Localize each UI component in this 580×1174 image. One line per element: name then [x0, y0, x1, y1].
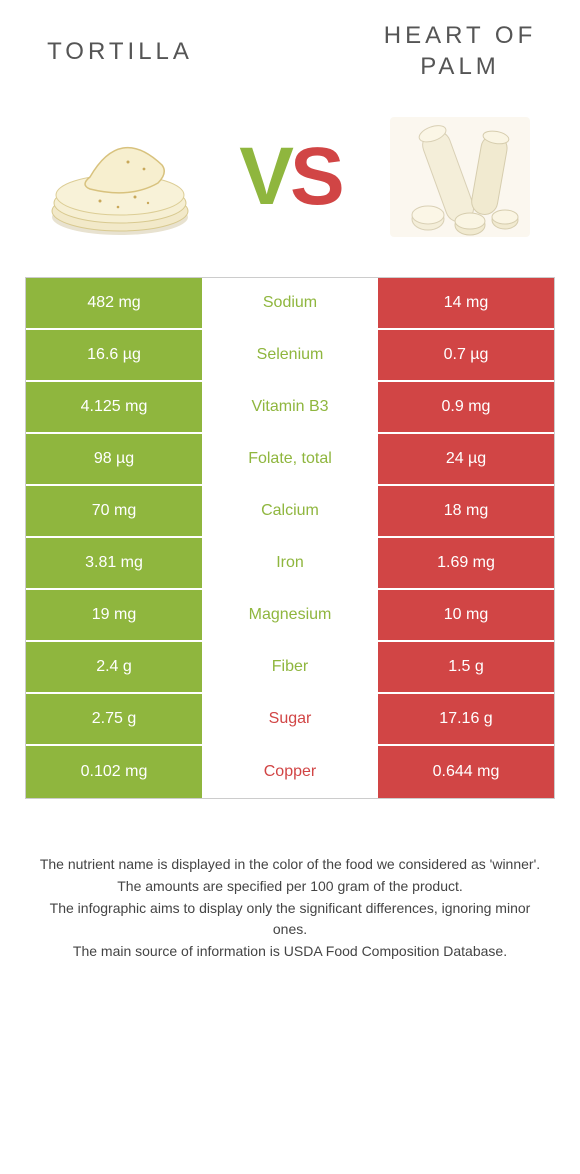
right-value: 18 mg	[378, 486, 554, 538]
table-row: 98 µgFolate, total24 µg	[26, 434, 554, 486]
table-row: 0.102 mgCopper0.644 mg	[26, 746, 554, 798]
left-value: 4.125 mg	[26, 382, 202, 434]
right-value: 17.16 g	[378, 694, 554, 746]
left-value: 16.6 µg	[26, 330, 202, 382]
nutrient-label: Fiber	[202, 642, 378, 694]
nutrient-label: Copper	[202, 746, 378, 798]
nutrient-label: Selenium	[202, 330, 378, 382]
nutrient-table: 482 mgSodium14 mg16.6 µgSelenium0.7 µg4.…	[25, 277, 555, 799]
left-value: 70 mg	[26, 486, 202, 538]
right-value: 0.9 mg	[378, 382, 554, 434]
table-row: 70 mgCalcium18 mg	[26, 486, 554, 538]
table-row: 482 mgSodium14 mg	[26, 278, 554, 330]
left-value: 98 µg	[26, 434, 202, 486]
left-value: 19 mg	[26, 590, 202, 642]
right-value: 10 mg	[378, 590, 554, 642]
left-value: 0.102 mg	[26, 746, 202, 798]
nutrient-label: Folate, total	[202, 434, 378, 486]
header-titles: Tortilla Heart of Palm	[25, 20, 555, 82]
nutrient-label: Magnesium	[202, 590, 378, 642]
right-value: 1.69 mg	[378, 538, 554, 590]
heart-of-palm-icon	[380, 107, 540, 247]
vs-letter-s: S	[290, 131, 341, 222]
table-row: 19 mgMagnesium10 mg	[26, 590, 554, 642]
right-value: 0.7 µg	[378, 330, 554, 382]
vs-label: VS	[215, 97, 365, 257]
right-value: 24 µg	[378, 434, 554, 486]
left-food-title: Tortilla	[25, 36, 215, 67]
footnote-line: The amounts are specified per 100 gram o…	[35, 876, 545, 898]
nutrient-label: Calcium	[202, 486, 378, 538]
table-row: 3.81 mgIron1.69 mg	[26, 538, 554, 590]
right-food-title: Heart of Palm	[365, 20, 555, 82]
table-row: 2.75 gSugar17.16 g	[26, 694, 554, 746]
right-value: 1.5 g	[378, 642, 554, 694]
nutrient-label: Iron	[202, 538, 378, 590]
nutrient-label: Sodium	[202, 278, 378, 330]
nutrient-label: Sugar	[202, 694, 378, 746]
table-row: 2.4 gFiber1.5 g	[26, 642, 554, 694]
footnote: The nutrient name is displayed in the co…	[25, 854, 555, 962]
tortilla-icon	[40, 107, 200, 247]
left-value: 2.4 g	[26, 642, 202, 694]
table-row: 4.125 mgVitamin B30.9 mg	[26, 382, 554, 434]
footnote-line: The infographic aims to display only the…	[35, 898, 545, 941]
footnote-line: The nutrient name is displayed in the co…	[35, 854, 545, 876]
right-food-image	[365, 97, 555, 257]
vs-letter-v: V	[239, 131, 290, 222]
comparison-infographic: Tortilla Heart of Palm VS	[0, 0, 580, 993]
nutrient-label: Vitamin B3	[202, 382, 378, 434]
left-food-image	[25, 97, 215, 257]
left-value: 2.75 g	[26, 694, 202, 746]
right-value: 14 mg	[378, 278, 554, 330]
left-value: 482 mg	[26, 278, 202, 330]
table-row: 16.6 µgSelenium0.7 µg	[26, 330, 554, 382]
left-value: 3.81 mg	[26, 538, 202, 590]
images-row: VS	[25, 97, 555, 257]
footnote-line: The main source of information is USDA F…	[35, 941, 545, 963]
right-value: 0.644 mg	[378, 746, 554, 798]
